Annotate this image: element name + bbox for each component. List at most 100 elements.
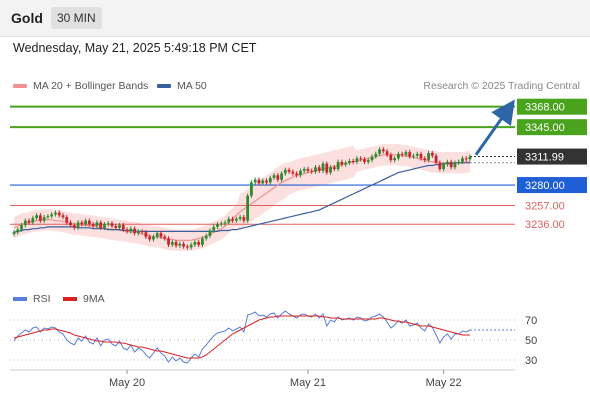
candle bbox=[31, 215, 35, 225]
candle bbox=[438, 160, 442, 172]
candle bbox=[449, 159, 453, 170]
candle-body bbox=[268, 177, 272, 183]
candle bbox=[99, 220, 103, 231]
candle-body bbox=[140, 231, 144, 233]
candle-body bbox=[321, 163, 325, 171]
candle-body bbox=[12, 232, 16, 235]
candle bbox=[27, 218, 31, 225]
candle bbox=[302, 166, 306, 174]
credit-text: Research © 2025 Trading Central bbox=[423, 80, 580, 92]
candle bbox=[110, 221, 114, 229]
candle bbox=[378, 147, 381, 157]
candle bbox=[434, 153, 438, 166]
candle-body bbox=[302, 169, 306, 171]
candle bbox=[61, 213, 65, 220]
candle-body bbox=[461, 158, 464, 162]
candle bbox=[23, 218, 27, 228]
candle-body bbox=[178, 243, 182, 246]
candle-body bbox=[136, 231, 140, 234]
candle-body bbox=[393, 158, 397, 161]
candle bbox=[287, 167, 291, 174]
bollinger-bands bbox=[14, 144, 470, 251]
candle bbox=[163, 234, 167, 241]
rsi-tick-30: 30 bbox=[525, 355, 537, 367]
candle-body bbox=[381, 149, 385, 152]
candle bbox=[340, 159, 344, 167]
level-tag-3280.00 bbox=[517, 177, 587, 194]
candle-body bbox=[378, 149, 381, 154]
candle-body bbox=[396, 153, 400, 159]
candle bbox=[144, 230, 148, 239]
candle-body bbox=[310, 170, 314, 172]
candle-body bbox=[355, 158, 359, 162]
rsi-tick-70: 70 bbox=[525, 315, 537, 327]
candlesticks bbox=[12, 99, 515, 250]
candle-body bbox=[125, 229, 129, 232]
timeframe-badge[interactable]: 30 MIN bbox=[51, 7, 102, 29]
candle-body bbox=[250, 182, 253, 196]
candle bbox=[133, 226, 136, 236]
candle bbox=[57, 210, 61, 218]
candle bbox=[121, 222, 125, 232]
candle-body bbox=[201, 238, 204, 245]
candle bbox=[363, 156, 366, 165]
candle-body bbox=[57, 212, 61, 216]
candle-body bbox=[464, 158, 468, 160]
candle-body bbox=[457, 161, 461, 163]
candle bbox=[84, 218, 88, 227]
candle bbox=[189, 242, 193, 250]
candle bbox=[193, 239, 197, 247]
candle bbox=[129, 226, 133, 234]
rsi-panel: 70 50 30 bbox=[10, 310, 537, 367]
candle-body bbox=[185, 246, 189, 248]
candle bbox=[329, 165, 332, 175]
candle-body bbox=[163, 236, 167, 239]
candle-body bbox=[144, 232, 148, 237]
candle bbox=[299, 168, 302, 178]
candle bbox=[20, 222, 23, 232]
candle-body bbox=[283, 169, 287, 174]
candle-body bbox=[287, 169, 291, 172]
candle-body bbox=[27, 220, 31, 223]
candle bbox=[457, 159, 461, 166]
candle bbox=[404, 149, 408, 157]
candle bbox=[348, 158, 351, 166]
candle bbox=[65, 214, 69, 225]
candle-body bbox=[16, 229, 20, 233]
candle bbox=[174, 239, 178, 248]
ma20-line bbox=[13, 154, 470, 241]
candle bbox=[250, 180, 253, 198]
ma20-swatch bbox=[13, 84, 27, 89]
candle-body bbox=[65, 217, 69, 223]
candle bbox=[42, 214, 46, 223]
candle-body bbox=[412, 155, 415, 157]
candle-body bbox=[430, 152, 434, 156]
candle-body bbox=[46, 216, 50, 218]
level-tag-3368.00 bbox=[517, 98, 587, 115]
moving-averages bbox=[13, 154, 515, 241]
candle bbox=[389, 152, 393, 163]
chart-date: Wednesday, May 21, 2025 5:49:18 PM CET bbox=[13, 41, 257, 55]
candle-body bbox=[38, 215, 42, 221]
candle bbox=[185, 244, 189, 250]
candle-body bbox=[35, 215, 39, 218]
candle bbox=[317, 165, 321, 174]
candle bbox=[238, 214, 242, 222]
candle-body bbox=[91, 224, 95, 227]
time-tick-label: May 21 bbox=[290, 377, 326, 389]
candle bbox=[314, 165, 317, 174]
candle bbox=[234, 216, 238, 223]
candle-body bbox=[80, 222, 84, 225]
candle-body bbox=[344, 162, 348, 165]
candle bbox=[442, 162, 446, 172]
candle bbox=[419, 151, 423, 161]
price-labels: 3368.00 3345.00 3280.00 3257.00 3236.00 3311.… bbox=[517, 98, 587, 231]
candle-body bbox=[404, 152, 408, 155]
candle bbox=[268, 175, 272, 185]
level-label-3345.00: 3345.00 bbox=[525, 122, 565, 134]
candle-body bbox=[246, 195, 250, 221]
candle bbox=[219, 221, 223, 227]
candle-body bbox=[257, 179, 261, 184]
legend-ma50: MA 50 bbox=[157, 80, 207, 92]
